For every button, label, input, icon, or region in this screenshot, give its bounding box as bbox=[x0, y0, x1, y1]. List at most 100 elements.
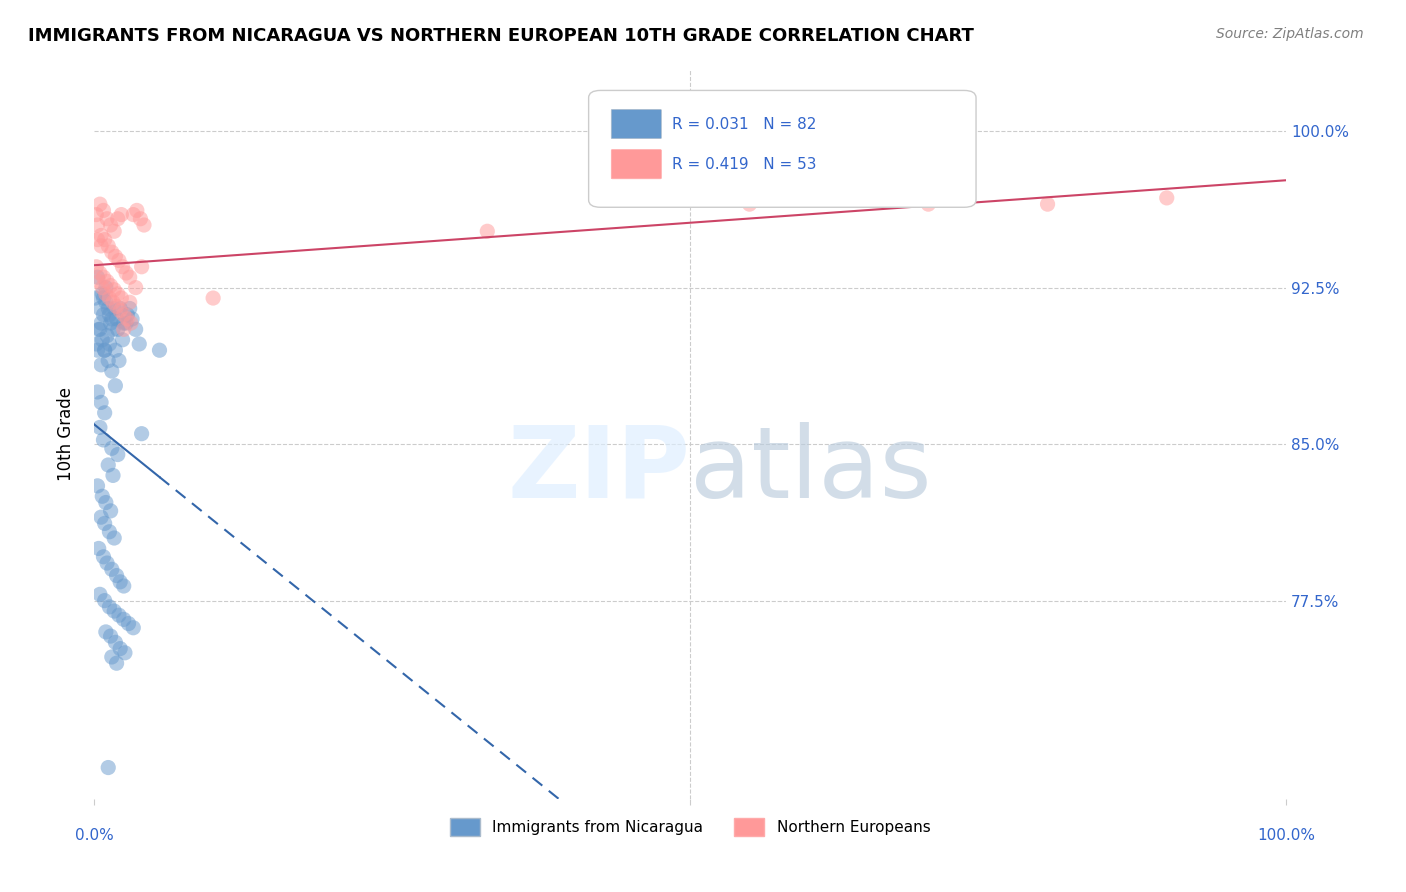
Point bbox=[1156, 191, 1178, 205]
Point bbox=[86, 218, 108, 232]
Point bbox=[91, 286, 114, 301]
Point bbox=[96, 274, 118, 288]
Point bbox=[97, 760, 120, 774]
Point bbox=[118, 270, 141, 285]
Point bbox=[86, 343, 108, 358]
Point bbox=[86, 270, 108, 285]
FancyBboxPatch shape bbox=[612, 110, 661, 138]
Point bbox=[107, 448, 129, 462]
Point bbox=[94, 495, 117, 509]
Point bbox=[103, 301, 125, 316]
Point bbox=[131, 260, 153, 274]
Point bbox=[93, 203, 115, 218]
Point bbox=[86, 384, 108, 399]
Point bbox=[93, 308, 115, 322]
Point bbox=[104, 635, 127, 649]
Point bbox=[105, 299, 128, 313]
Point bbox=[89, 197, 111, 211]
Point bbox=[90, 228, 112, 243]
Text: R = 0.419   N = 53: R = 0.419 N = 53 bbox=[672, 157, 817, 171]
Text: Source: ZipAtlas.com: Source: ZipAtlas.com bbox=[1216, 27, 1364, 41]
Point bbox=[108, 301, 131, 316]
Point bbox=[115, 266, 138, 280]
FancyBboxPatch shape bbox=[589, 90, 976, 207]
Point bbox=[96, 211, 118, 226]
Point bbox=[108, 353, 131, 368]
Point bbox=[98, 524, 121, 539]
Point bbox=[97, 301, 120, 316]
Point bbox=[104, 249, 127, 263]
Point bbox=[91, 489, 114, 503]
Point bbox=[86, 233, 108, 247]
Point bbox=[202, 291, 225, 305]
Text: IMMIGRANTS FROM NICARAGUA VS NORTHERN EUROPEAN 10TH GRADE CORRELATION CHART: IMMIGRANTS FROM NICARAGUA VS NORTHERN EU… bbox=[28, 27, 974, 45]
Point bbox=[93, 343, 115, 358]
Point bbox=[86, 337, 108, 351]
Point bbox=[98, 308, 121, 322]
Point bbox=[118, 295, 141, 310]
Point bbox=[108, 303, 131, 318]
Point bbox=[101, 322, 124, 336]
Point bbox=[125, 203, 148, 218]
Point bbox=[108, 608, 131, 623]
Point bbox=[90, 239, 112, 253]
Point bbox=[117, 616, 139, 631]
Point bbox=[90, 395, 112, 409]
Point bbox=[111, 260, 134, 274]
Point bbox=[97, 239, 120, 253]
Point bbox=[87, 541, 110, 556]
Point bbox=[89, 587, 111, 601]
Y-axis label: 10th Grade: 10th Grade bbox=[58, 387, 75, 481]
FancyBboxPatch shape bbox=[612, 150, 661, 178]
Point bbox=[96, 556, 118, 570]
Legend: Immigrants from Nicaragua, Northern Europeans: Immigrants from Nicaragua, Northern Euro… bbox=[443, 812, 936, 842]
Point bbox=[117, 312, 139, 326]
Text: R = 0.031   N = 82: R = 0.031 N = 82 bbox=[672, 117, 817, 131]
Point bbox=[93, 549, 115, 564]
Point bbox=[93, 406, 115, 420]
Point bbox=[108, 641, 131, 656]
Point bbox=[121, 312, 143, 326]
Point bbox=[110, 208, 132, 222]
Point bbox=[112, 612, 135, 626]
Point bbox=[94, 624, 117, 639]
Point bbox=[122, 621, 145, 635]
Point bbox=[108, 253, 131, 268]
Text: atlas: atlas bbox=[690, 422, 932, 519]
Point bbox=[90, 316, 112, 330]
Point bbox=[94, 280, 117, 294]
Point bbox=[94, 295, 117, 310]
Point bbox=[101, 295, 124, 310]
Point bbox=[89, 322, 111, 336]
Point bbox=[103, 224, 125, 238]
Point bbox=[100, 278, 122, 293]
Point bbox=[131, 426, 153, 441]
Point bbox=[105, 657, 128, 671]
Point bbox=[101, 442, 124, 456]
Point bbox=[93, 343, 115, 358]
Point bbox=[1036, 197, 1059, 211]
Point bbox=[112, 579, 135, 593]
Point bbox=[86, 208, 108, 222]
Point bbox=[100, 504, 122, 518]
Point bbox=[129, 211, 152, 226]
Point bbox=[96, 328, 118, 343]
Point bbox=[107, 322, 129, 336]
Point bbox=[101, 245, 124, 260]
Point bbox=[103, 531, 125, 545]
Point bbox=[110, 291, 132, 305]
Point bbox=[101, 562, 124, 576]
Point bbox=[148, 343, 170, 358]
Point bbox=[93, 270, 115, 285]
Point bbox=[98, 291, 121, 305]
Point bbox=[103, 283, 125, 297]
Point bbox=[86, 260, 108, 274]
Point bbox=[84, 291, 107, 305]
Point bbox=[89, 266, 111, 280]
Point bbox=[93, 433, 115, 447]
Text: 0.0%: 0.0% bbox=[75, 828, 114, 843]
Point bbox=[87, 274, 110, 288]
Point bbox=[112, 316, 135, 330]
Text: 100.0%: 100.0% bbox=[1257, 828, 1315, 843]
Point bbox=[91, 333, 114, 347]
